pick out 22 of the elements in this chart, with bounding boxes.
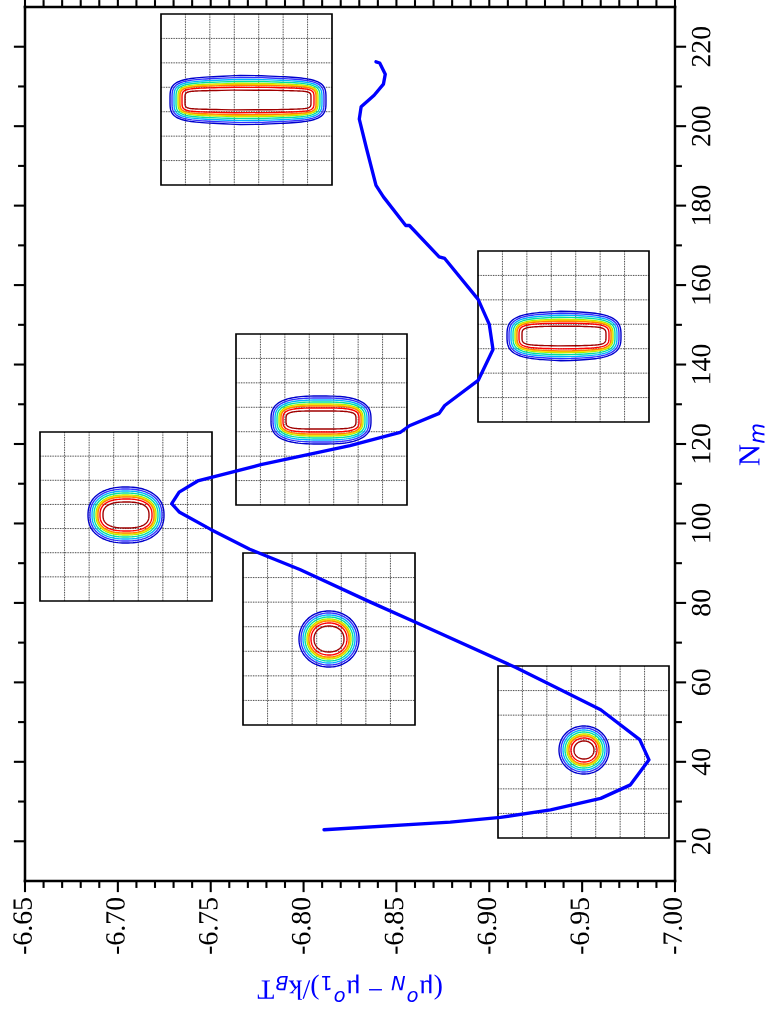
x-tick-label: -6.90 xyxy=(477,898,497,954)
y-tick-label: 20 xyxy=(691,828,711,854)
y-tick-label: 120 xyxy=(691,424,711,463)
y-tick-label: 140 xyxy=(691,344,711,383)
x-tick-label: -7.00 xyxy=(663,898,683,954)
y-tick-label: 200 xyxy=(691,106,711,146)
y-axis-title: N$_{m}$ xyxy=(739,424,765,466)
text: (μ$^{o}$$_{N}$ − μ$^{o}$$_{1}$)/k$_{B}$T xyxy=(257,974,442,1003)
x-tick-label: -6.80 xyxy=(291,898,311,954)
x-tick-label: -6.85 xyxy=(384,898,404,954)
x-tick-label: -6.65 xyxy=(13,898,33,954)
x-tick-label: -6.75 xyxy=(199,898,218,954)
x-tick-label: -6.70 xyxy=(106,898,125,954)
y-tick-label: 80 xyxy=(691,590,711,616)
y-tick-label: 60 xyxy=(691,669,711,696)
y-tick-label: 40 xyxy=(691,748,711,776)
y-tick-label: 100 xyxy=(691,503,711,542)
y-tick-label: 220 xyxy=(691,26,711,67)
y-tick-label: 160 xyxy=(691,265,711,304)
x-tick-label: -6.95 xyxy=(570,898,590,954)
line-series xyxy=(170,60,651,832)
y-tick-label: 180 xyxy=(691,185,711,225)
